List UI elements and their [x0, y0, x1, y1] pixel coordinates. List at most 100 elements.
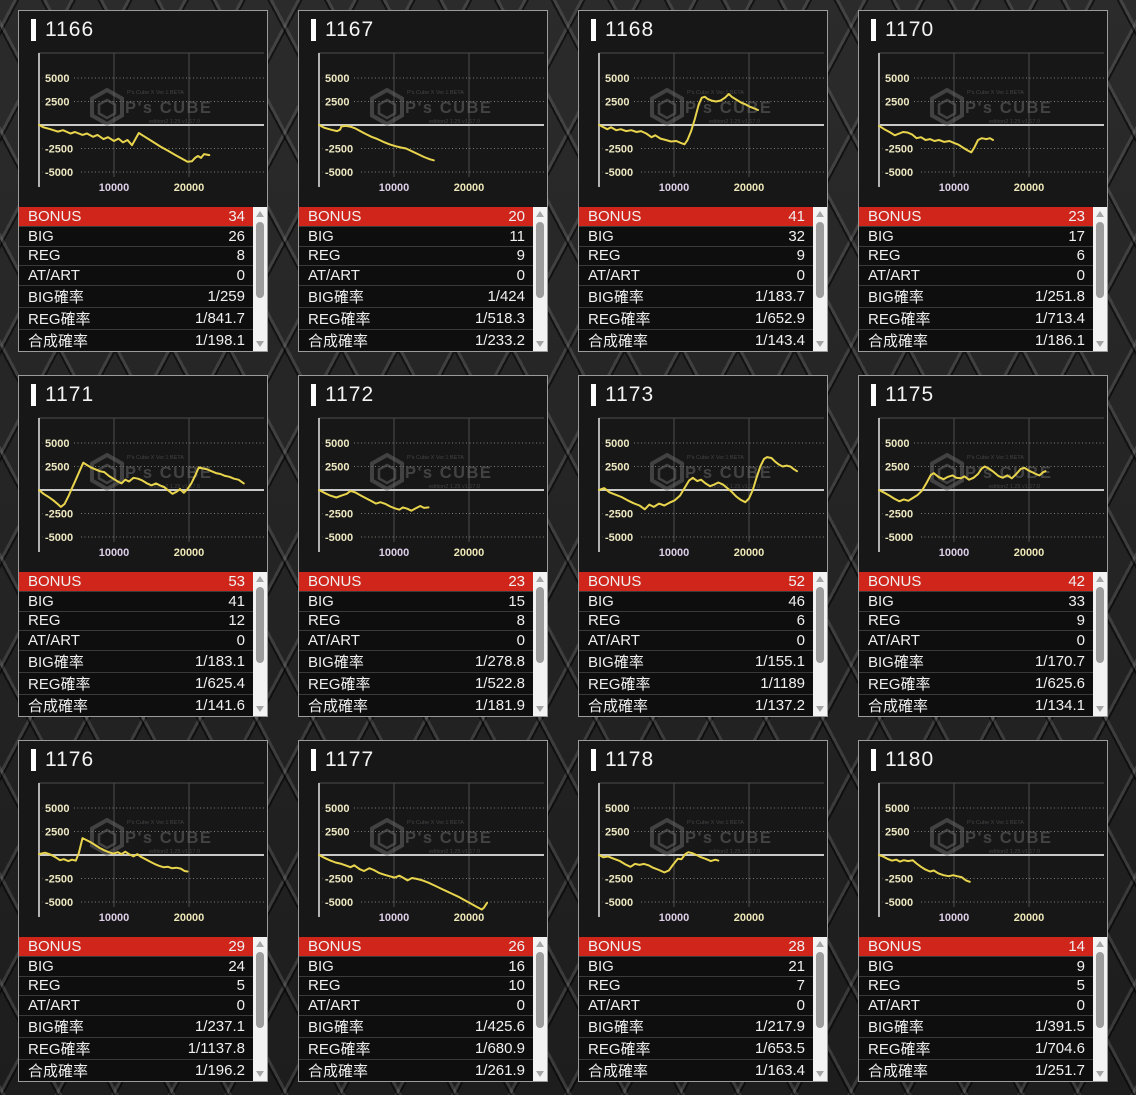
svg-text:P's Cube X Ver.1 BETA: P's Cube X Ver.1 BETA — [127, 90, 184, 96]
pscube-logo-icon — [930, 452, 964, 492]
scrollbar-up-arrow-icon[interactable] — [1096, 941, 1104, 947]
y-axis-labels: 5000 2500 -2500 -5000 — [883, 802, 919, 909]
svg-text:5000: 5000 — [325, 438, 349, 450]
table-scrollbar[interactable] — [253, 207, 267, 351]
y-axis-labels: 5000 2500 -2500 -5000 — [43, 437, 79, 544]
scrollbar-up-arrow-icon[interactable] — [536, 576, 544, 582]
svg-text:2500: 2500 — [325, 97, 349, 109]
scrollbar-thumb[interactable] — [1096, 952, 1104, 1028]
scrollbar-down-arrow-icon[interactable] — [536, 706, 544, 712]
scrollbar-down-arrow-icon[interactable] — [1096, 1071, 1104, 1077]
header-accent-bar — [311, 19, 316, 41]
scrollbar-up-arrow-icon[interactable] — [256, 211, 264, 217]
reg-value: 12 — [228, 612, 245, 630]
pscube-logo-icon — [650, 87, 684, 127]
big-row: BIG 46 — [579, 590, 827, 611]
header-accent-bar — [31, 19, 36, 41]
svg-text:P's Cube X Ver.1 BETA: P's Cube X Ver.1 BETA — [407, 455, 464, 461]
big-value: 11 — [509, 227, 525, 245]
scrollbar-thumb[interactable] — [1096, 587, 1104, 663]
scrollbar-thumb[interactable] — [816, 952, 824, 1028]
table-scrollbar[interactable] — [1093, 572, 1107, 716]
scrollbar-down-arrow-icon[interactable] — [816, 1071, 824, 1077]
table-scrollbar[interactable] — [813, 937, 827, 1081]
table-scrollbar[interactable] — [813, 207, 827, 351]
machine-number: 1172 — [325, 383, 375, 406]
table-scrollbar[interactable] — [1093, 207, 1107, 351]
scrollbar-up-arrow-icon[interactable] — [536, 941, 544, 947]
x-axis-labels: 10000 20000 — [659, 547, 765, 559]
scrollbar-thumb[interactable] — [1096, 222, 1104, 298]
scrollbar-up-arrow-icon[interactable] — [256, 576, 264, 582]
svg-text:2500: 2500 — [605, 97, 629, 109]
big-label: BIG — [308, 592, 334, 610]
reg-row: REG 9 — [859, 610, 1107, 631]
table-scrollbar[interactable] — [253, 937, 267, 1081]
header-accent-bar — [871, 384, 876, 406]
svg-text:20000: 20000 — [174, 182, 205, 194]
svg-text:P's CUBE: P's CUBE — [125, 829, 212, 847]
scrollbar-thumb[interactable] — [536, 952, 544, 1028]
chart-gridlines — [38, 52, 264, 187]
scrollbar-up-arrow-icon[interactable] — [1096, 576, 1104, 582]
scrollbar-up-arrow-icon[interactable] — [536, 211, 544, 217]
header-accent-bar — [31, 749, 36, 771]
scrollbar-down-arrow-icon[interactable] — [256, 341, 264, 347]
svg-text:10000: 10000 — [379, 547, 410, 559]
atart-row: AT/ART 0 — [299, 630, 547, 650]
machine-panel: 1170 P's Cube X Ver.1 BETA P's C — [858, 10, 1108, 352]
scrollbar-down-arrow-icon[interactable] — [536, 341, 544, 347]
scrollbar-up-arrow-icon[interactable] — [816, 576, 824, 582]
bonus-label: BONUS — [868, 572, 922, 590]
scrollbar-thumb[interactable] — [256, 952, 264, 1028]
gousei-rate-label: 合成確率 — [308, 1063, 369, 1080]
table-scrollbar[interactable] — [533, 937, 547, 1081]
svg-text:2500: 2500 — [45, 97, 69, 109]
svg-text:10000: 10000 — [659, 182, 690, 194]
atart-label: AT/ART — [28, 267, 80, 285]
scrollbar-down-arrow-icon[interactable] — [256, 706, 264, 712]
table-scrollbar[interactable] — [813, 572, 827, 716]
scrollbar-up-arrow-icon[interactable] — [816, 211, 824, 217]
scrollbar-up-arrow-icon[interactable] — [256, 941, 264, 947]
scrollbar-thumb[interactable] — [816, 587, 824, 663]
big-value: 24 — [228, 957, 245, 975]
scrollbar-thumb[interactable] — [256, 222, 264, 298]
reg-rate-label: REG確率 — [308, 1041, 371, 1058]
x-axis-labels: 10000 20000 — [659, 912, 765, 924]
big-row: BIG 32 — [579, 225, 827, 246]
table-scrollbar[interactable] — [533, 572, 547, 716]
y-axis-labels: 5000 2500 -2500 -5000 — [323, 437, 359, 544]
bonus-label: BONUS — [308, 572, 362, 590]
pscube-logo-icon — [650, 452, 684, 492]
scrollbar-thumb[interactable] — [256, 587, 264, 663]
bonus-row: BONUS 42 — [859, 572, 1107, 591]
pscube-watermark: P's Cube X Ver.1 BETA P's CUBE edition2 … — [650, 87, 771, 127]
table-scrollbar[interactable] — [1093, 937, 1107, 1081]
scrollbar-down-arrow-icon[interactable] — [816, 706, 824, 712]
table-scrollbar[interactable] — [533, 207, 547, 351]
pscube-watermark: P's Cube X Ver.1 BETA P's CUBE edition2 … — [930, 817, 1051, 857]
machine-number: 1166 — [45, 18, 95, 41]
table-scrollbar[interactable] — [253, 572, 267, 716]
stats-rows: BONUS 23 BIG 15 REG 8 AT/ART 0 BIG確率 1 — [299, 572, 547, 716]
scrollbar-down-arrow-icon[interactable] — [1096, 706, 1104, 712]
scrollbar-thumb[interactable] — [816, 222, 824, 298]
svg-text:5000: 5000 — [45, 438, 69, 450]
scrollbar-down-arrow-icon[interactable] — [256, 1071, 264, 1077]
scrollbar-thumb[interactable] — [536, 587, 544, 663]
scrollbar-down-arrow-icon[interactable] — [816, 341, 824, 347]
big-label: BIG — [308, 957, 334, 975]
big-rate-value: 1/251.8 — [1034, 288, 1085, 305]
scrollbar-up-arrow-icon[interactable] — [1096, 211, 1104, 217]
atart-value: 0 — [796, 997, 805, 1015]
scrollbar-thumb[interactable] — [536, 222, 544, 298]
svg-text:P's CUBE: P's CUBE — [965, 464, 1052, 482]
svg-text:P's Cube X Ver.1 BETA: P's Cube X Ver.1 BETA — [967, 90, 1024, 96]
pscube-watermark: P's Cube X Ver.1 BETA P's CUBE edition2 … — [90, 87, 211, 127]
scrollbar-up-arrow-icon[interactable] — [816, 941, 824, 947]
scrollbar-down-arrow-icon[interactable] — [536, 1071, 544, 1077]
scrollbar-down-arrow-icon[interactable] — [1096, 341, 1104, 347]
bonus-label: BONUS — [868, 937, 922, 955]
atart-row: AT/ART 0 — [19, 630, 267, 650]
